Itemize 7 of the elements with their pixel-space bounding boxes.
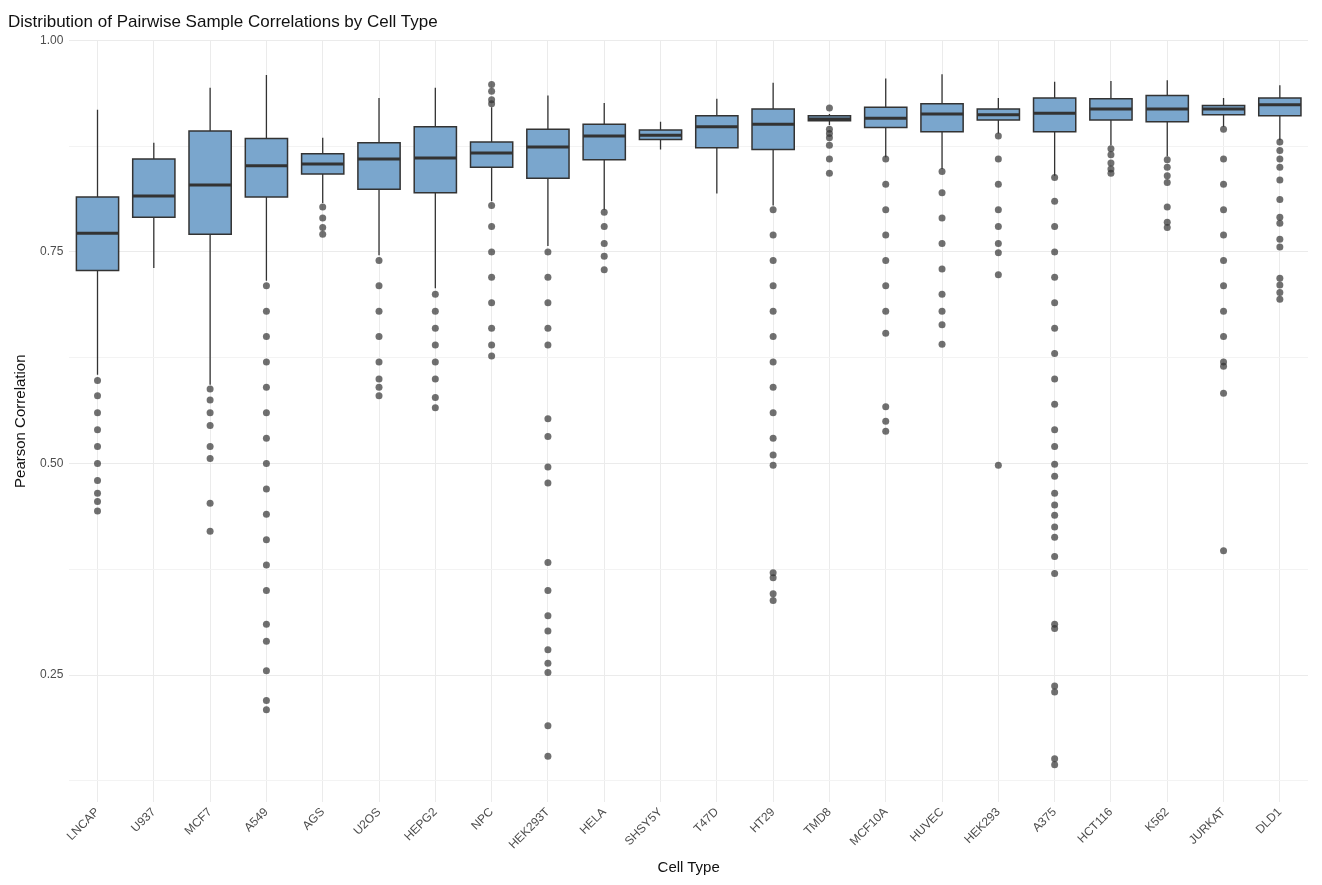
y-tick-label: 0.50	[40, 455, 64, 470]
y-tick-label: 1.00	[40, 32, 64, 47]
chart-title: Distribution of Pairwise Sample Correlations by Cell Type	[8, 11, 438, 31]
y-axis-title: Pearson Correlation	[11, 354, 29, 488]
x-axis-title: Cell Type	[657, 858, 720, 876]
y-tick-label: 0.75	[40, 244, 64, 259]
y-tick-label: 0.25	[40, 667, 64, 682]
